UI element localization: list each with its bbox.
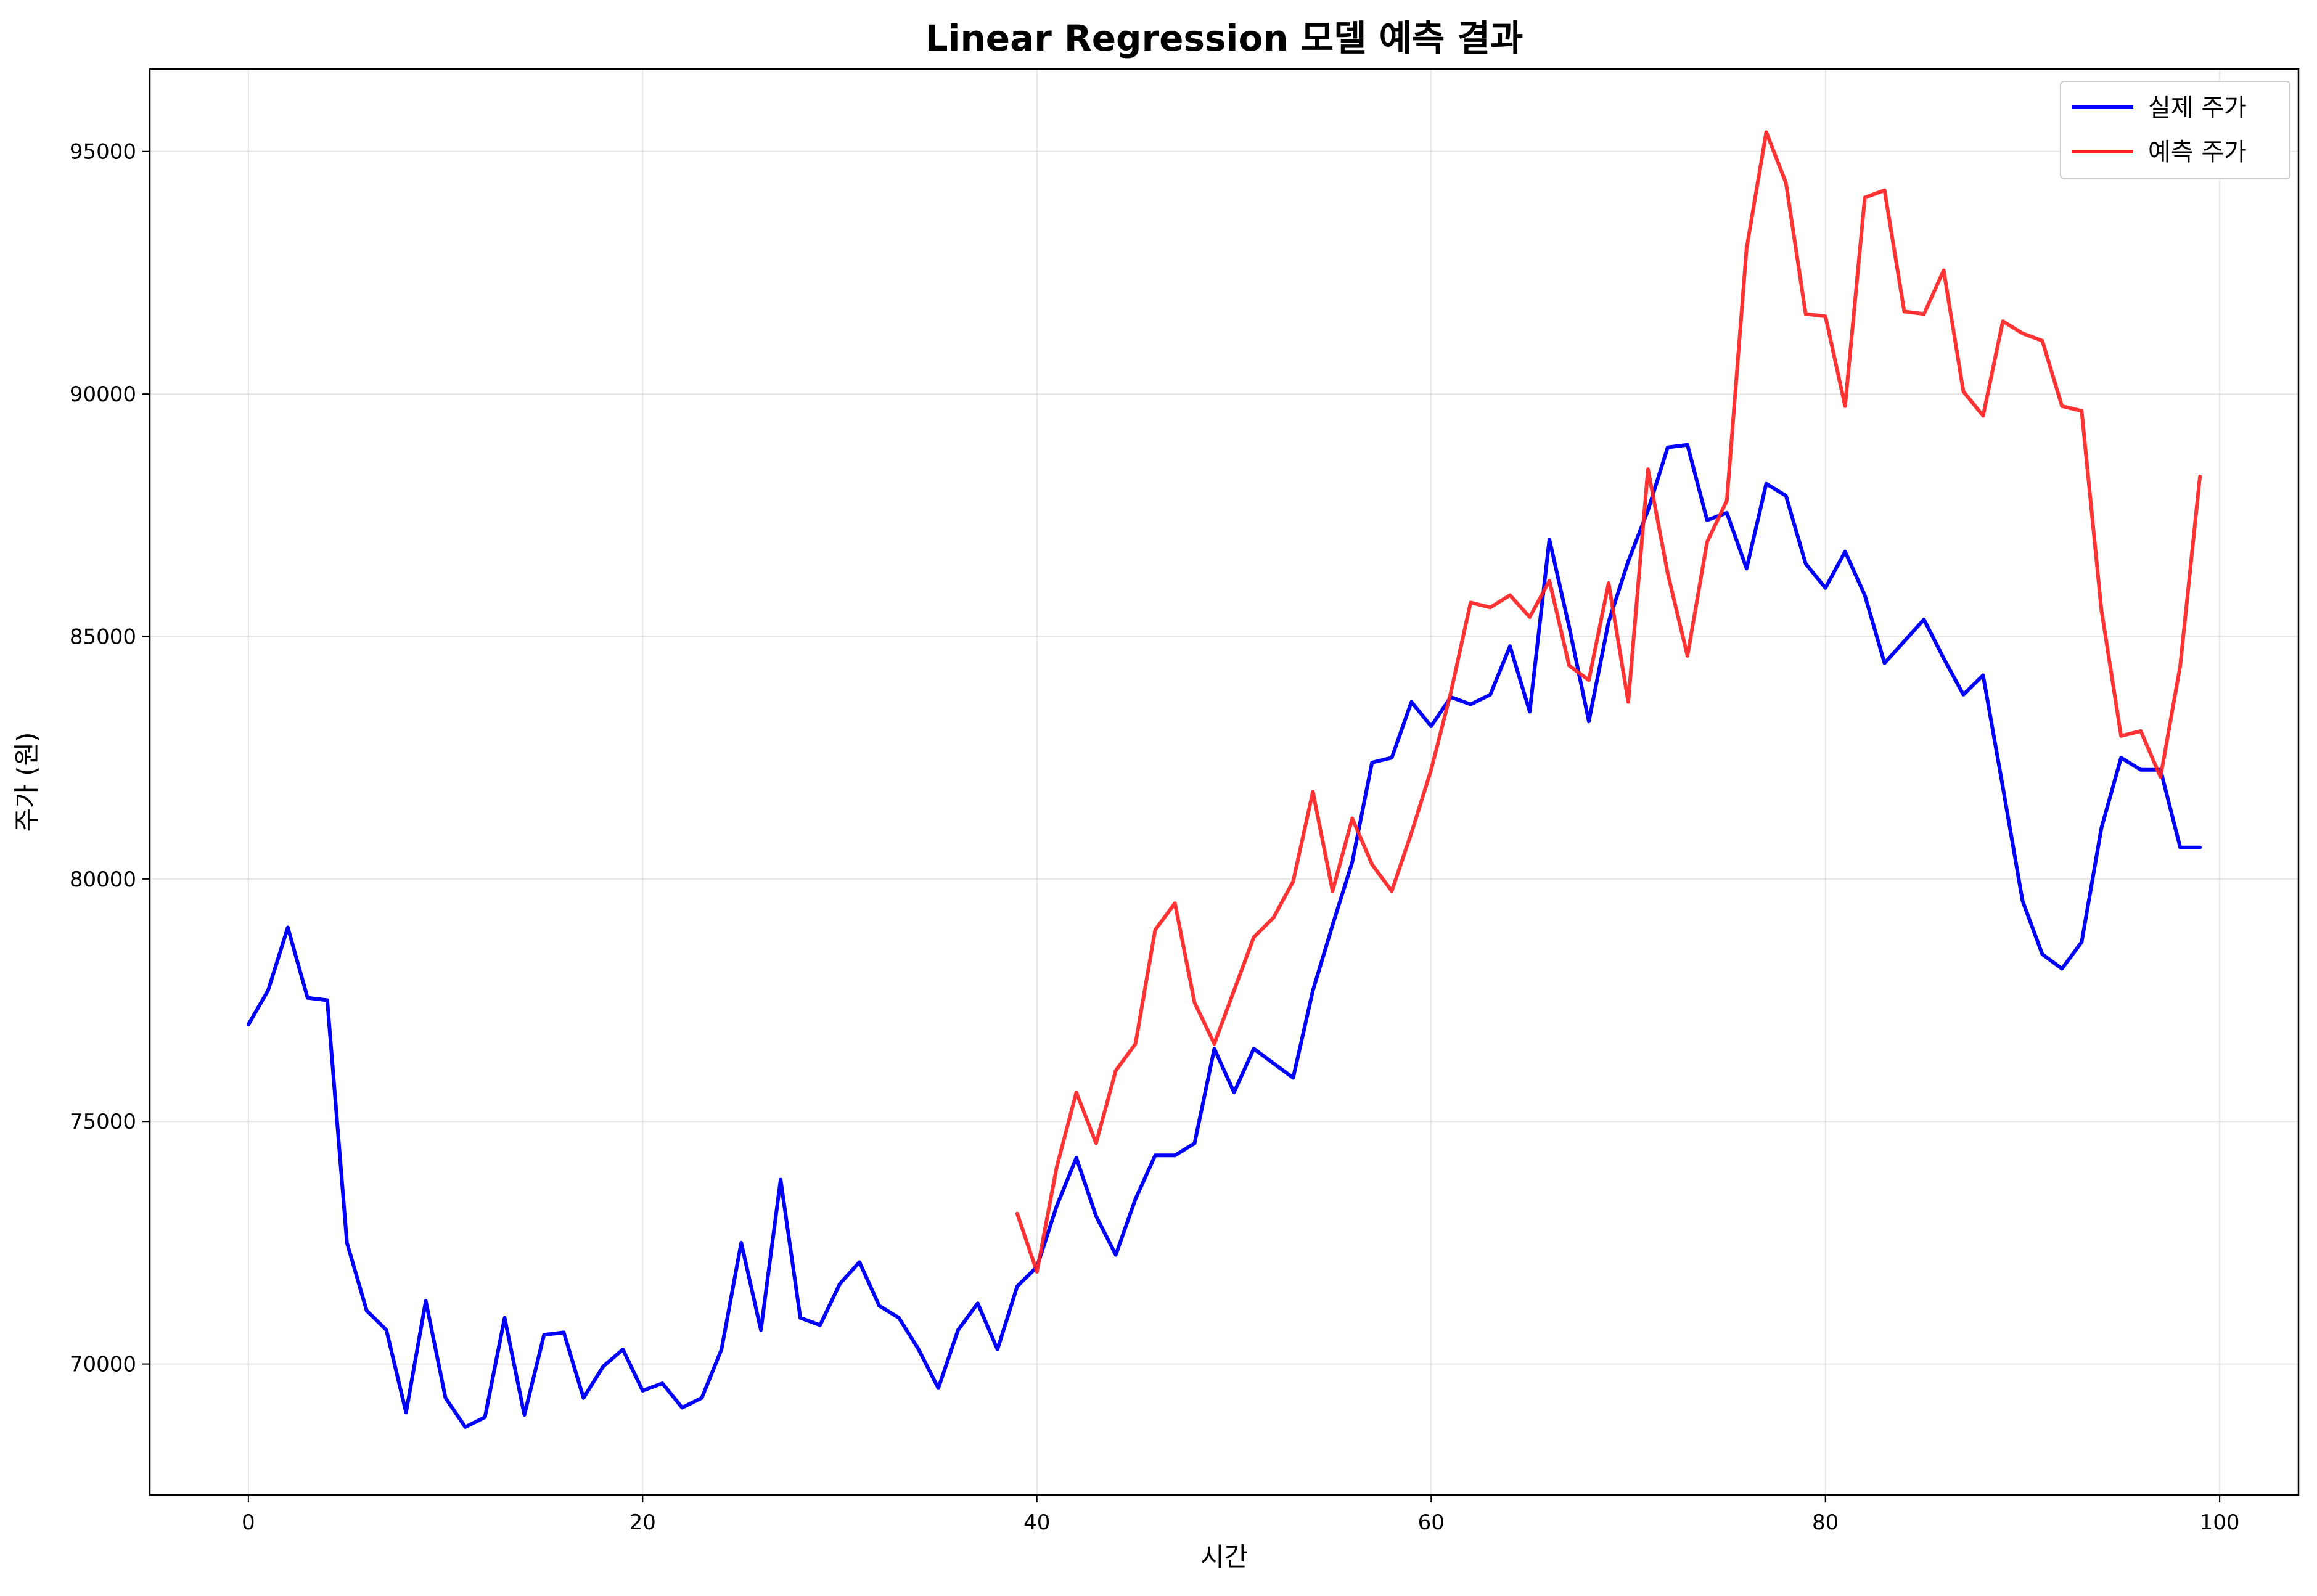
x-axis-label: 시간	[1200, 1542, 1248, 1572]
legend-label-actual: 실제 주가	[2148, 94, 2247, 122]
grid	[150, 69, 2299, 1495]
x-tick-label: 100	[2200, 1510, 2240, 1535]
x-tick-label: 40	[1023, 1510, 1050, 1535]
chart-title: Linear Regression 모델 예측 결과	[925, 17, 1523, 59]
y-tick-label: 70000	[70, 1353, 136, 1377]
y-tick-label: 80000	[70, 867, 136, 892]
x-tick-label: 80	[1812, 1510, 1839, 1535]
x-tick-label: 0	[242, 1510, 255, 1535]
legend-label-predicted: 예측 주가	[2148, 138, 2247, 166]
y-tick-label: 95000	[70, 140, 136, 165]
y-tick-label: 85000	[70, 624, 136, 649]
series-layer	[246, 130, 2202, 1429]
x-tick-label: 20	[629, 1510, 656, 1535]
y-axis-label: 주가 (원)	[12, 732, 42, 832]
y-tick-label: 90000	[70, 382, 136, 407]
series-line-predicted	[1015, 130, 2202, 1274]
ticks: 0 20 40 60 80 100 70000 75000 80000 85000 90000 950…	[70, 140, 2240, 1535]
legend: 실제 주가 예측 주가	[2060, 81, 2290, 179]
series-line-actual	[246, 443, 2202, 1429]
plot-area-frame	[149, 68, 2300, 1496]
x-tick-label: 60	[1418, 1510, 1445, 1535]
y-tick-label: 75000	[70, 1110, 136, 1134]
